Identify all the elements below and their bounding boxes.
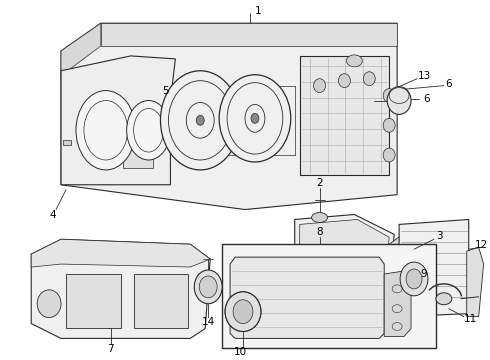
Polygon shape [31,239,210,338]
Ellipse shape [400,262,428,296]
Ellipse shape [251,113,259,123]
Text: 7: 7 [107,344,114,354]
Ellipse shape [199,276,217,298]
Ellipse shape [387,87,411,114]
Polygon shape [294,215,394,299]
Bar [63,140,71,145]
Ellipse shape [37,290,61,318]
Text: 5: 5 [162,86,169,96]
Bar [122,148,152,168]
Bar [134,274,188,328]
Ellipse shape [406,269,422,289]
Ellipse shape [363,72,375,86]
Ellipse shape [219,75,291,162]
Polygon shape [399,220,469,316]
Ellipse shape [436,293,452,305]
Text: 9: 9 [421,269,427,279]
Ellipse shape [346,55,362,67]
Text: 12: 12 [474,240,488,250]
Ellipse shape [225,292,261,332]
Ellipse shape [233,300,253,324]
Ellipse shape [76,91,136,170]
Text: 14: 14 [201,316,215,327]
Text: 6: 6 [424,94,430,104]
Polygon shape [300,56,389,175]
Ellipse shape [339,74,350,87]
Ellipse shape [383,118,395,132]
Polygon shape [389,229,424,269]
Polygon shape [384,271,411,337]
Text: 10: 10 [233,347,246,357]
Polygon shape [101,23,397,46]
Bar [222,100,250,135]
Bar [222,244,436,348]
Ellipse shape [383,148,395,162]
Polygon shape [61,56,175,185]
Ellipse shape [196,116,204,125]
Text: 6: 6 [445,79,452,89]
Text: 8: 8 [316,228,323,237]
Bar [66,274,121,328]
Ellipse shape [383,89,395,103]
Text: 2: 2 [316,178,323,188]
Polygon shape [467,247,484,316]
Polygon shape [61,23,397,210]
Ellipse shape [232,299,254,324]
Text: 3: 3 [437,231,443,241]
Text: 1: 1 [255,6,261,16]
Ellipse shape [195,270,222,304]
Text: 4: 4 [50,210,56,220]
Ellipse shape [225,292,261,332]
Polygon shape [230,257,384,338]
Polygon shape [300,220,389,293]
Polygon shape [31,239,210,267]
Text: 13: 13 [417,71,431,81]
Ellipse shape [312,212,327,222]
Polygon shape [61,23,101,76]
Ellipse shape [314,79,325,93]
Ellipse shape [127,100,171,160]
Ellipse shape [161,71,240,170]
Text: 11: 11 [464,314,477,324]
